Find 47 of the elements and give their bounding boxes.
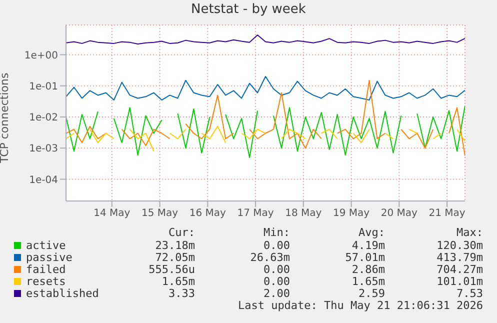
y-tick-label: 1e-01 [29,81,58,92]
y-tick-label: 1e+00 [24,50,58,62]
text: 4.19m [352,239,385,252]
legend-label: established [26,287,99,300]
text: Min: [264,226,290,239]
x-tick-label: 21 May [428,208,466,220]
text: Max: [456,226,483,239]
line-series [66,34,465,45]
y-tick-label: 1e-03 [29,144,58,155]
text: 26.63m [250,251,290,264]
x-tick-label: 18 May [285,208,322,220]
line-series [66,76,465,101]
text: 413.79m [436,251,483,264]
x-tick-label: 20 May [380,208,418,220]
text: 2.86m [352,263,385,276]
text: 555.56u [148,263,195,276]
text: Avg: [358,226,385,239]
legend-label: passive [26,251,72,264]
text: 0.00 [264,239,290,252]
text: 120.30m [436,239,483,252]
x-tick-label: 14 May [94,208,130,220]
y-axis-title: TCP connections [0,72,11,164]
text: 1.65m [352,275,385,288]
text: 101.01m [436,275,483,288]
chart-title: Netstat - by week [190,2,307,17]
y-tick-label: 1e-02 [29,112,58,124]
legend-label: failed [26,263,66,276]
x-tick-label: 15 May [141,208,178,220]
text: 7.53 [456,287,483,300]
text: 57.01m [345,251,385,264]
x-tick-label: 17 May [237,208,274,220]
text: 704.27m [436,263,483,276]
text: 0.00 [264,263,290,276]
text: Last update: Thu May 21 21:06:31 2026 [238,299,483,312]
text: 23.18m [155,239,195,252]
text: 2.00 [264,287,290,300]
y-tick-label: 1e-04 [29,174,58,186]
text: Cur: [168,226,195,239]
text: 72.05m [155,251,195,264]
text: 3.33 [168,287,195,300]
x-tick-label: 16 May [189,208,226,220]
legend-label: active [26,239,66,252]
text: 1.65m [162,275,195,288]
legend-label: resets [26,275,66,288]
x-tick-label: 19 May [332,208,370,220]
text: 2.59 [358,287,385,300]
text: 0.00 [264,275,290,288]
